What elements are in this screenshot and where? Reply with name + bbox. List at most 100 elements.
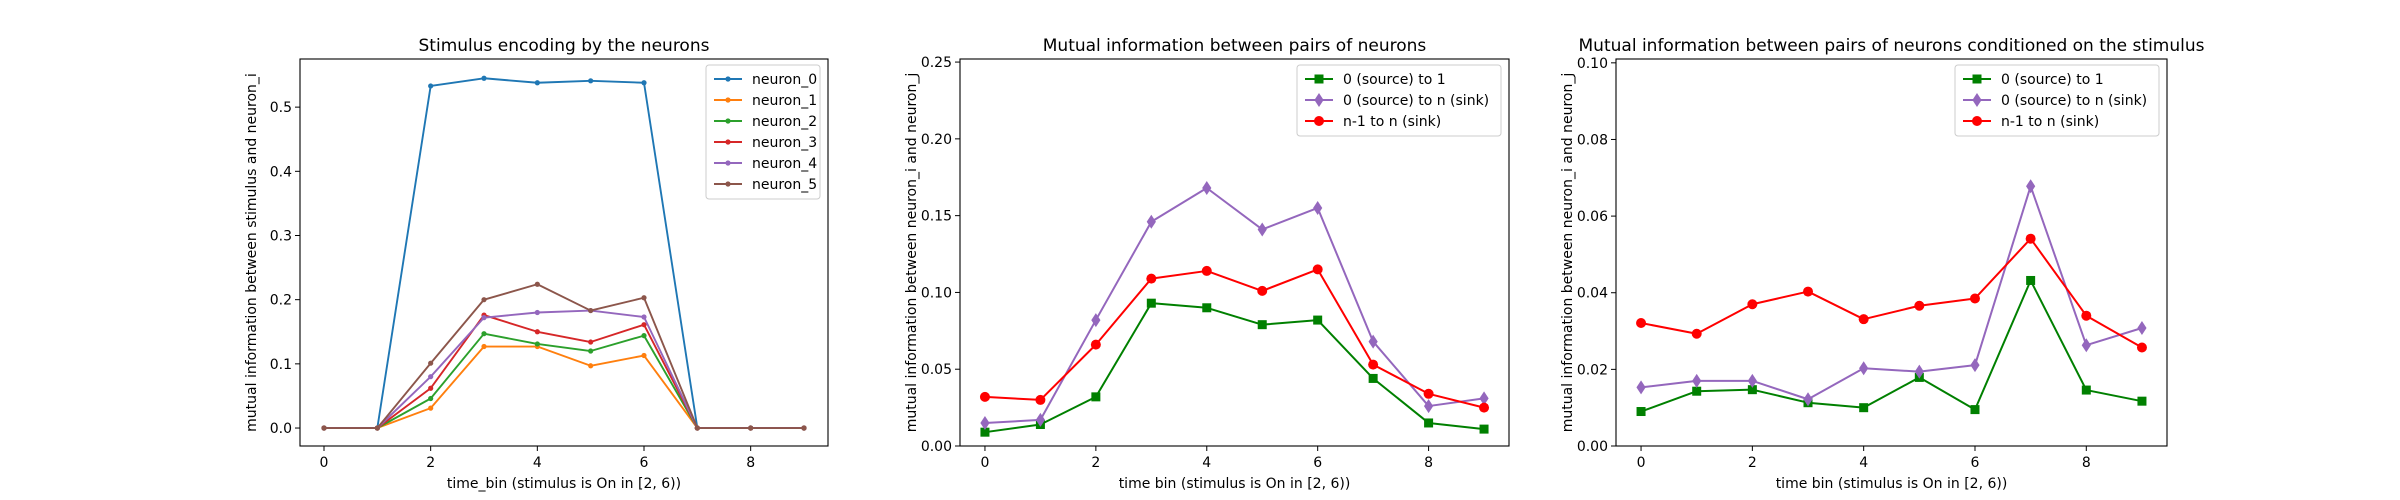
chart-1: Stimulus encoding by the neurons 0 2 4 6 8 0.0… (244, 36, 829, 492)
data-point-series-3 (1035, 394, 1046, 405)
data-point-series-4 (534, 329, 540, 335)
data-point-series-6 (588, 307, 594, 314)
data-point-series-2 (1747, 373, 1757, 388)
legend-marker (1314, 116, 1324, 126)
data-point-series-4 (588, 339, 594, 345)
legend-label: neuron_5 (752, 177, 817, 193)
data-point-series-3 (1969, 293, 1980, 304)
data-point-series-2 (1313, 200, 1323, 215)
x-tick-label: 8 (2082, 455, 2091, 471)
data-point-series-1 (1636, 407, 1646, 417)
data-point-series-2 (2026, 179, 2036, 194)
y-axis-label: mutual information between neuron_i and … (1560, 73, 1576, 433)
data-point-series-2 (1091, 313, 1101, 328)
legend-marker (725, 76, 731, 82)
y-tick-label: 0.08 (1577, 132, 1608, 148)
data-point-series-2 (588, 363, 594, 369)
legend-marker (725, 160, 731, 166)
data-point-series-3 (428, 395, 434, 402)
data-point-series-2 (1368, 334, 1378, 349)
y-axis-label: mutual information between neuron_i and … (904, 73, 920, 433)
x-tick-label: 4 (533, 455, 542, 471)
legend: 0 (source) to 1 0 (source) to n (sink) n-1… (1954, 64, 2160, 137)
x-tick-label: 4 (1859, 455, 1868, 471)
series-line-1 (984, 302, 1485, 434)
data-point-series-2 (1692, 373, 1702, 388)
data-point-series-2 (1914, 364, 1924, 379)
data-point-series-2 (1423, 399, 1434, 414)
data-point-series-1 (1313, 315, 1323, 325)
data-point-series-3 (1312, 264, 1323, 275)
data-point-series-1 (2081, 385, 2091, 395)
data-point-series-1 (980, 427, 990, 437)
data-point-series-3 (1691, 328, 1702, 339)
series-line-1 (1640, 279, 2143, 413)
data-point-series-6 (694, 425, 700, 431)
data-point-series-2 (481, 343, 487, 350)
data-point-series-3 (1201, 265, 1212, 276)
series-line-3 (1640, 237, 2143, 349)
data-point-series-5 (428, 374, 434, 380)
series-line-3 (984, 268, 1485, 409)
data-point-series-3 (1479, 402, 1490, 413)
chart-3: Mutual information between pairs of neur… (1560, 36, 2205, 492)
data-point-series-3 (1368, 359, 1379, 370)
plot-frame (1615, 58, 2168, 447)
data-point-series-2 (1859, 361, 1869, 376)
data-point-series-1 (2137, 396, 2147, 406)
legend-marker (725, 181, 731, 187)
data-point-series-2 (2081, 338, 2091, 353)
data-point-series-2 (980, 415, 990, 430)
data-point-series-6 (801, 425, 807, 431)
legend-marker (1314, 74, 1324, 84)
chart-title: Stimulus encoding by the neurons (419, 36, 710, 56)
legend: 0 (source) to 1 0 (source) to n (sink) n-1… (1296, 64, 1502, 137)
data-point-series-1 (1479, 424, 1489, 434)
y-tick-label: 0.06 (1577, 209, 1608, 225)
data-point-series-3 (588, 348, 594, 354)
x-tick-label: 6 (1971, 455, 1980, 471)
y-tick-label: 0.4 (270, 164, 292, 180)
data-point-series-1 (2026, 275, 2036, 285)
y-tick-label: 0.02 (1577, 362, 1608, 378)
data-point-series-2 (1257, 222, 1267, 237)
x-tick-label: 8 (746, 455, 755, 471)
data-point-series-2 (1803, 392, 1813, 407)
y-tick-label: 0.00 (921, 439, 952, 455)
data-point-series-3 (2081, 310, 2092, 321)
data-point-series-3 (1747, 299, 1758, 310)
x-tick-label: 0 (320, 455, 329, 471)
data-point-series-1 (1091, 392, 1101, 402)
y-tick-label: 0.00 (1577, 439, 1608, 455)
series-line-2 (1640, 185, 2143, 401)
data-point-series-4 (641, 322, 647, 328)
legend-marker (1972, 116, 1982, 126)
data-point-series-2 (1970, 358, 1980, 373)
data-point-series-2 (428, 405, 434, 411)
data-point-series-2 (1636, 380, 1646, 395)
y-tick-label: 0.25 (921, 55, 952, 71)
legend-label: neuron_0 (752, 72, 817, 88)
data-point-series-1 (1257, 320, 1267, 330)
data-point-series-4 (428, 385, 434, 391)
data-point-series-6 (748, 425, 754, 431)
x-tick-label: 6 (1313, 455, 1322, 471)
data-point-series-3 (979, 391, 990, 402)
y-tick-label: 0.20 (921, 132, 952, 148)
series-line-6 (324, 283, 804, 429)
legend-label: neuron_1 (752, 93, 817, 109)
y-tick-label: 0.10 (921, 285, 952, 301)
data-point-series-2 (1146, 214, 1156, 229)
chart-title: Mutual information between pairs of neur… (1043, 36, 1427, 56)
data-point-series-3 (1423, 388, 1434, 399)
x-tick-label: 0 (1637, 455, 1646, 471)
data-point-series-2 (1202, 181, 1212, 195)
x-tick-label: 8 (1424, 455, 1433, 471)
chart-title: Mutual information between pairs of neur… (1579, 36, 2205, 56)
data-point-series-1 (1146, 298, 1156, 308)
data-point-series-2 (2137, 320, 2147, 335)
y-tick-label: 0.10 (1577, 56, 1608, 72)
data-point-series-1 (1859, 403, 1869, 413)
legend-label: neuron_4 (752, 156, 817, 172)
legend-label: 0 (source) to n (sink) (1343, 93, 1489, 109)
